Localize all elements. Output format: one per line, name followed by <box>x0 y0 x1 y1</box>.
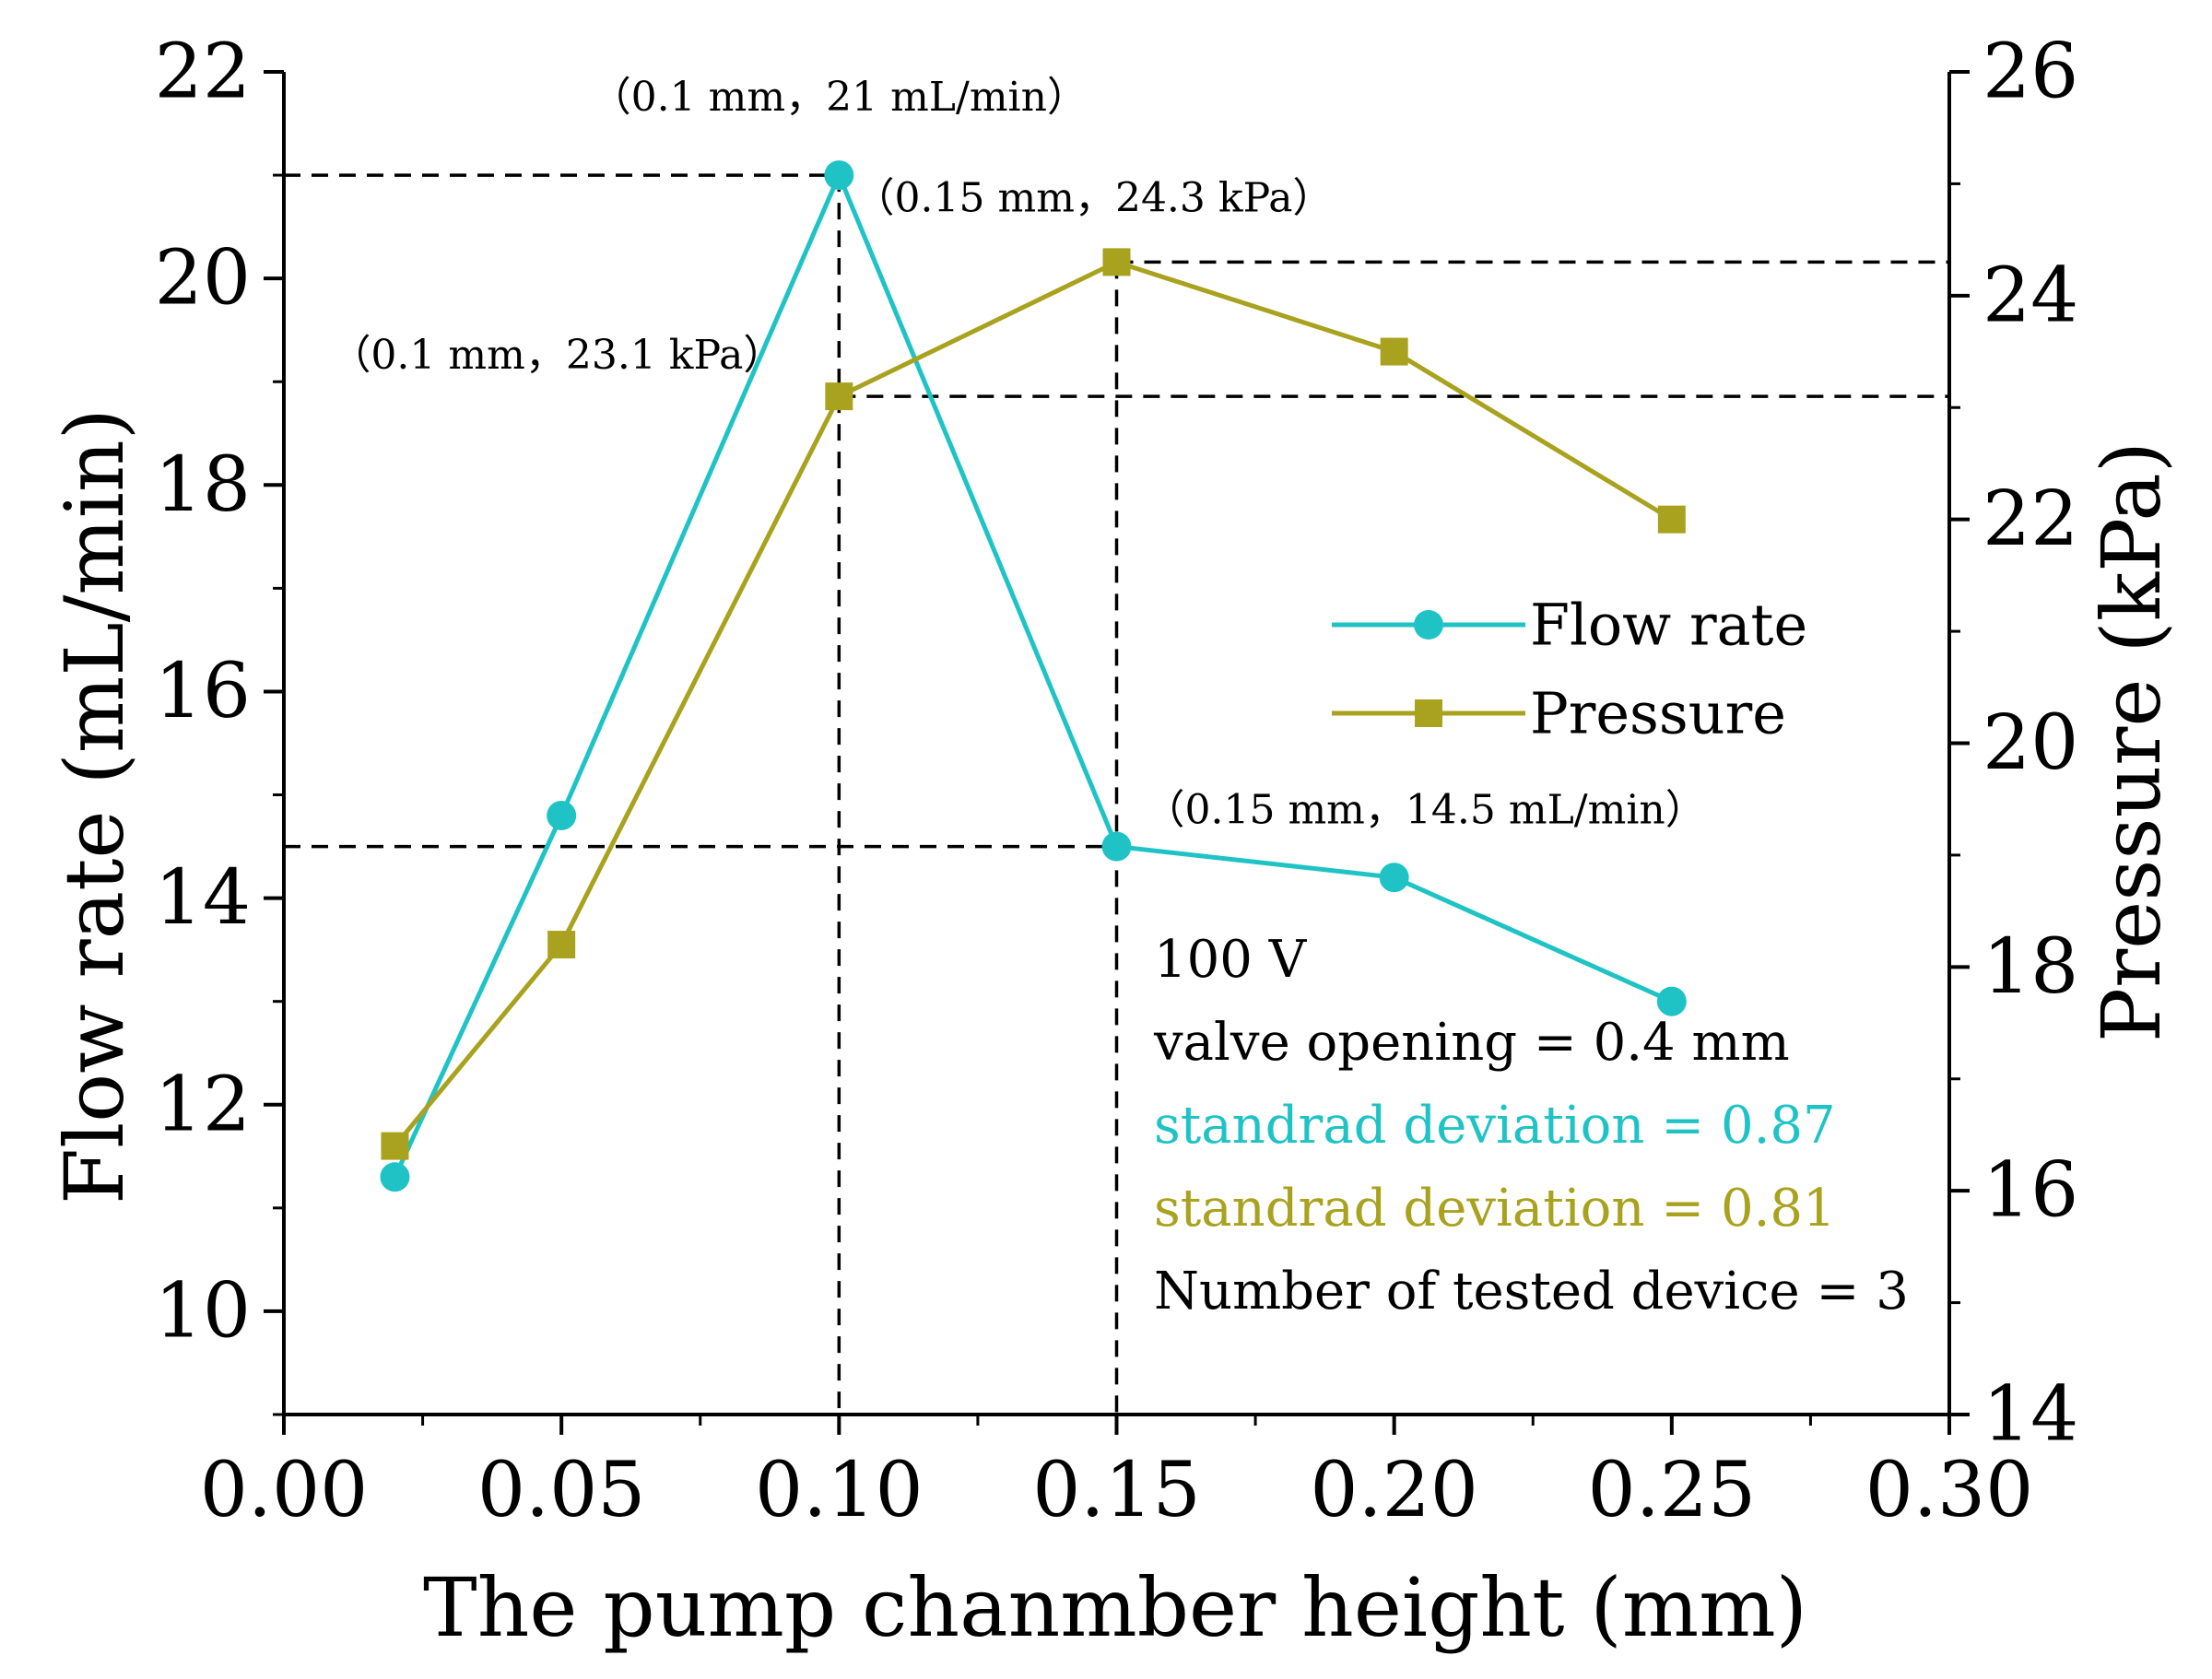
y-left-tick-label: 10 <box>155 1267 251 1355</box>
flow-rate-point <box>824 160 854 191</box>
annotation-label: （0.1 mm，23.1 kPa） <box>330 332 783 379</box>
legend-label-pressure: Pressure <box>1530 680 1786 747</box>
x-tick-label: 0.30 <box>1865 1447 2034 1534</box>
series <box>380 160 1687 1192</box>
y-axis-right-title: Pressure (kPa) <box>2084 441 2179 1042</box>
annotation-label: （0.15 mm，24.3 kPa） <box>854 174 1334 221</box>
pressure-point <box>381 1132 409 1160</box>
flow-rate-point <box>380 1162 410 1192</box>
x-axis-title: The pump chanmber height (mm) <box>423 1560 1807 1655</box>
info-line: standrad deviation = 0.87 <box>1154 1096 1836 1156</box>
y-left-tick-label: 22 <box>155 29 251 116</box>
reference-lines <box>284 173 1949 1415</box>
flow-rate-point <box>1656 986 1687 1016</box>
pressure-point <box>1657 505 1686 534</box>
flow-rate-point <box>1379 863 1409 893</box>
legend: Flow rate Pressure <box>1332 592 1807 747</box>
pressure-point <box>1102 248 1131 276</box>
x-tick-label: 0.10 <box>755 1447 924 1534</box>
y-left-tick-label: 16 <box>155 648 251 735</box>
info-line: Number of tested device = 3 <box>1154 1262 1909 1321</box>
info-line: standrad deviation = 0.81 <box>1154 1179 1836 1239</box>
pressure-point <box>1380 337 1408 366</box>
annotations: （0.1 mm，21 mL/min） （0.15 mm，24.3 kPa） （0.1… <box>330 74 1706 834</box>
flow-rate-point <box>1101 831 1132 862</box>
y-left-tick-label: 14 <box>155 854 251 942</box>
y-left-tick-label: 18 <box>155 441 251 529</box>
y-right-tick-label: 14 <box>1983 1371 2078 1459</box>
y-axis-left-title: Flow rate (mL/min) <box>47 408 142 1204</box>
info-box: 100 V valve opening = 0.4 mm standrad devi… <box>1153 930 1909 1321</box>
legend-marker-flow-rate <box>1414 610 1443 640</box>
y-right-tick-label: 18 <box>1983 923 2078 1011</box>
ticks: 0.00 0.05 0.10 0.15 0.20 0.25 0.30 10 12 14 16 18 20… <box>155 29 2079 1535</box>
y-right-tick-label: 26 <box>1983 29 2078 116</box>
annotation-label: （0.1 mm，21 mL/min） <box>591 74 1088 121</box>
info-line: valve opening = 0.4 mm <box>1153 1013 1790 1073</box>
pressure-point <box>547 931 576 959</box>
legend-label-flow-rate: Flow rate <box>1530 592 1807 659</box>
pressure-point <box>825 382 853 411</box>
y-left-tick-label: 20 <box>155 235 251 323</box>
info-line: 100 V <box>1154 930 1308 990</box>
x-tick-label: 0.15 <box>1032 1447 1201 1534</box>
y-right-tick-label: 24 <box>1983 252 2078 339</box>
legend-marker-pressure <box>1415 699 1442 727</box>
y-left-tick-label: 12 <box>155 1061 251 1148</box>
y-right-tick-label: 16 <box>1983 1147 2078 1235</box>
pressure-line <box>393 259 1674 1148</box>
annotation-label: （0.15 mm，14.5 mL/min） <box>1145 787 1706 834</box>
x-tick-label: 0.20 <box>1310 1447 1478 1534</box>
x-tick-label: 0.25 <box>1588 1447 1757 1534</box>
flow-rate-line <box>393 169 1673 1179</box>
x-tick-label: 0.00 <box>200 1447 369 1534</box>
y-right-tick-label: 22 <box>1983 476 2078 563</box>
y-right-tick-label: 20 <box>1983 699 2078 787</box>
x-tick-label: 0.05 <box>477 1447 646 1534</box>
flow-rate-point <box>547 800 577 830</box>
